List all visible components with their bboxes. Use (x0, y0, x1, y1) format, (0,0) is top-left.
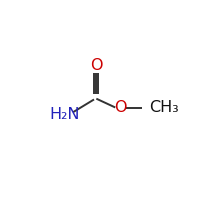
Text: O: O (90, 58, 103, 73)
Text: O: O (114, 100, 126, 115)
Text: CH₃: CH₃ (149, 100, 178, 115)
Text: H₂N: H₂N (50, 107, 80, 122)
